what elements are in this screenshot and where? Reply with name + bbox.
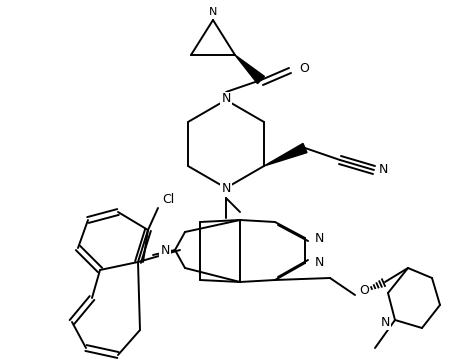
Text: N: N	[379, 316, 389, 328]
Text: N: N	[160, 244, 169, 257]
Text: N: N	[313, 257, 323, 269]
Text: N: N	[208, 7, 217, 17]
Text: N: N	[221, 92, 230, 106]
Polygon shape	[235, 55, 264, 84]
Text: N: N	[221, 182, 230, 195]
Polygon shape	[263, 143, 306, 166]
Text: O: O	[299, 62, 308, 75]
Text: Cl: Cl	[161, 194, 174, 206]
Text: N: N	[313, 232, 323, 245]
Text: O: O	[358, 285, 368, 297]
Text: N: N	[377, 163, 387, 177]
